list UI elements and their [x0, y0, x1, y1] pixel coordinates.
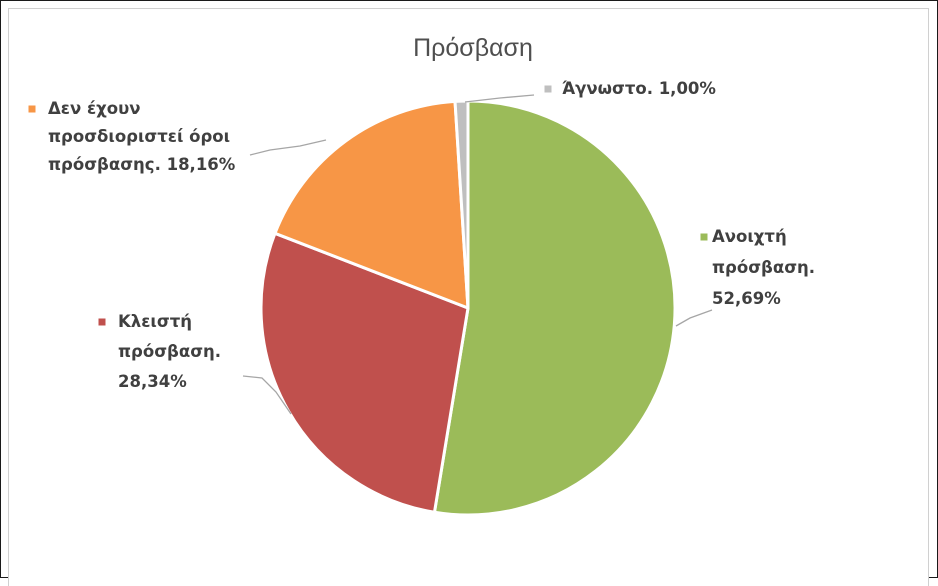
data-label-line: Άγνωστο. 1,00% [562, 79, 716, 98]
data-label-line: Δεν έχουν [48, 99, 140, 118]
data-label-line: Κλειστή [118, 312, 192, 331]
data-label-line: 52,69% [712, 289, 781, 308]
data-label-line: 28,34% [118, 372, 187, 391]
pie-slices [259, 99, 677, 517]
label-marker-unspecified-access [28, 105, 36, 113]
leader-line-unspecified-access [249, 139, 327, 156]
data-label-line: πρόσβασης. 18,16% [48, 155, 236, 174]
data-labels: Ανοιχτή πρόσβαση. 52,69% Κλειστή πρόσβαση. 28… [28, 79, 815, 391]
pie-slice-unknown-access [453, 99, 470, 310]
chart-title: Πρόσβαση [413, 34, 533, 62]
label-marker-open-access [700, 233, 708, 241]
data-label-line: προσδιοριστεί όροι [48, 127, 230, 146]
data-label-open-access: Ανοιχτή πρόσβαση. 52,69% [712, 227, 815, 308]
leader-line-unknown-access [464, 94, 535, 103]
label-marker-closed-access [98, 318, 106, 326]
label-marker-unknown-access [544, 85, 552, 93]
data-label-line: πρόσβαση. [712, 258, 815, 277]
pie-slice-open-access [432, 99, 677, 517]
data-label-line: πρόσβαση. [118, 342, 221, 361]
data-label-unknown-access: Άγνωστο. 1,00% [562, 79, 716, 98]
data-label-closed-access: Κλειστή πρόσβαση. 28,34% [118, 312, 221, 391]
leader-line-closed-access [242, 375, 292, 415]
leader-lines [242, 94, 713, 415]
leader-line-open-access [675, 309, 713, 327]
data-label-line: Ανοιχτή [712, 227, 787, 246]
pie-slice-unspecified-access [273, 99, 470, 310]
data-label-unspecified-access: Δεν έχουν προσδιοριστεί όροι πρόσβασης. 18… [48, 99, 236, 174]
